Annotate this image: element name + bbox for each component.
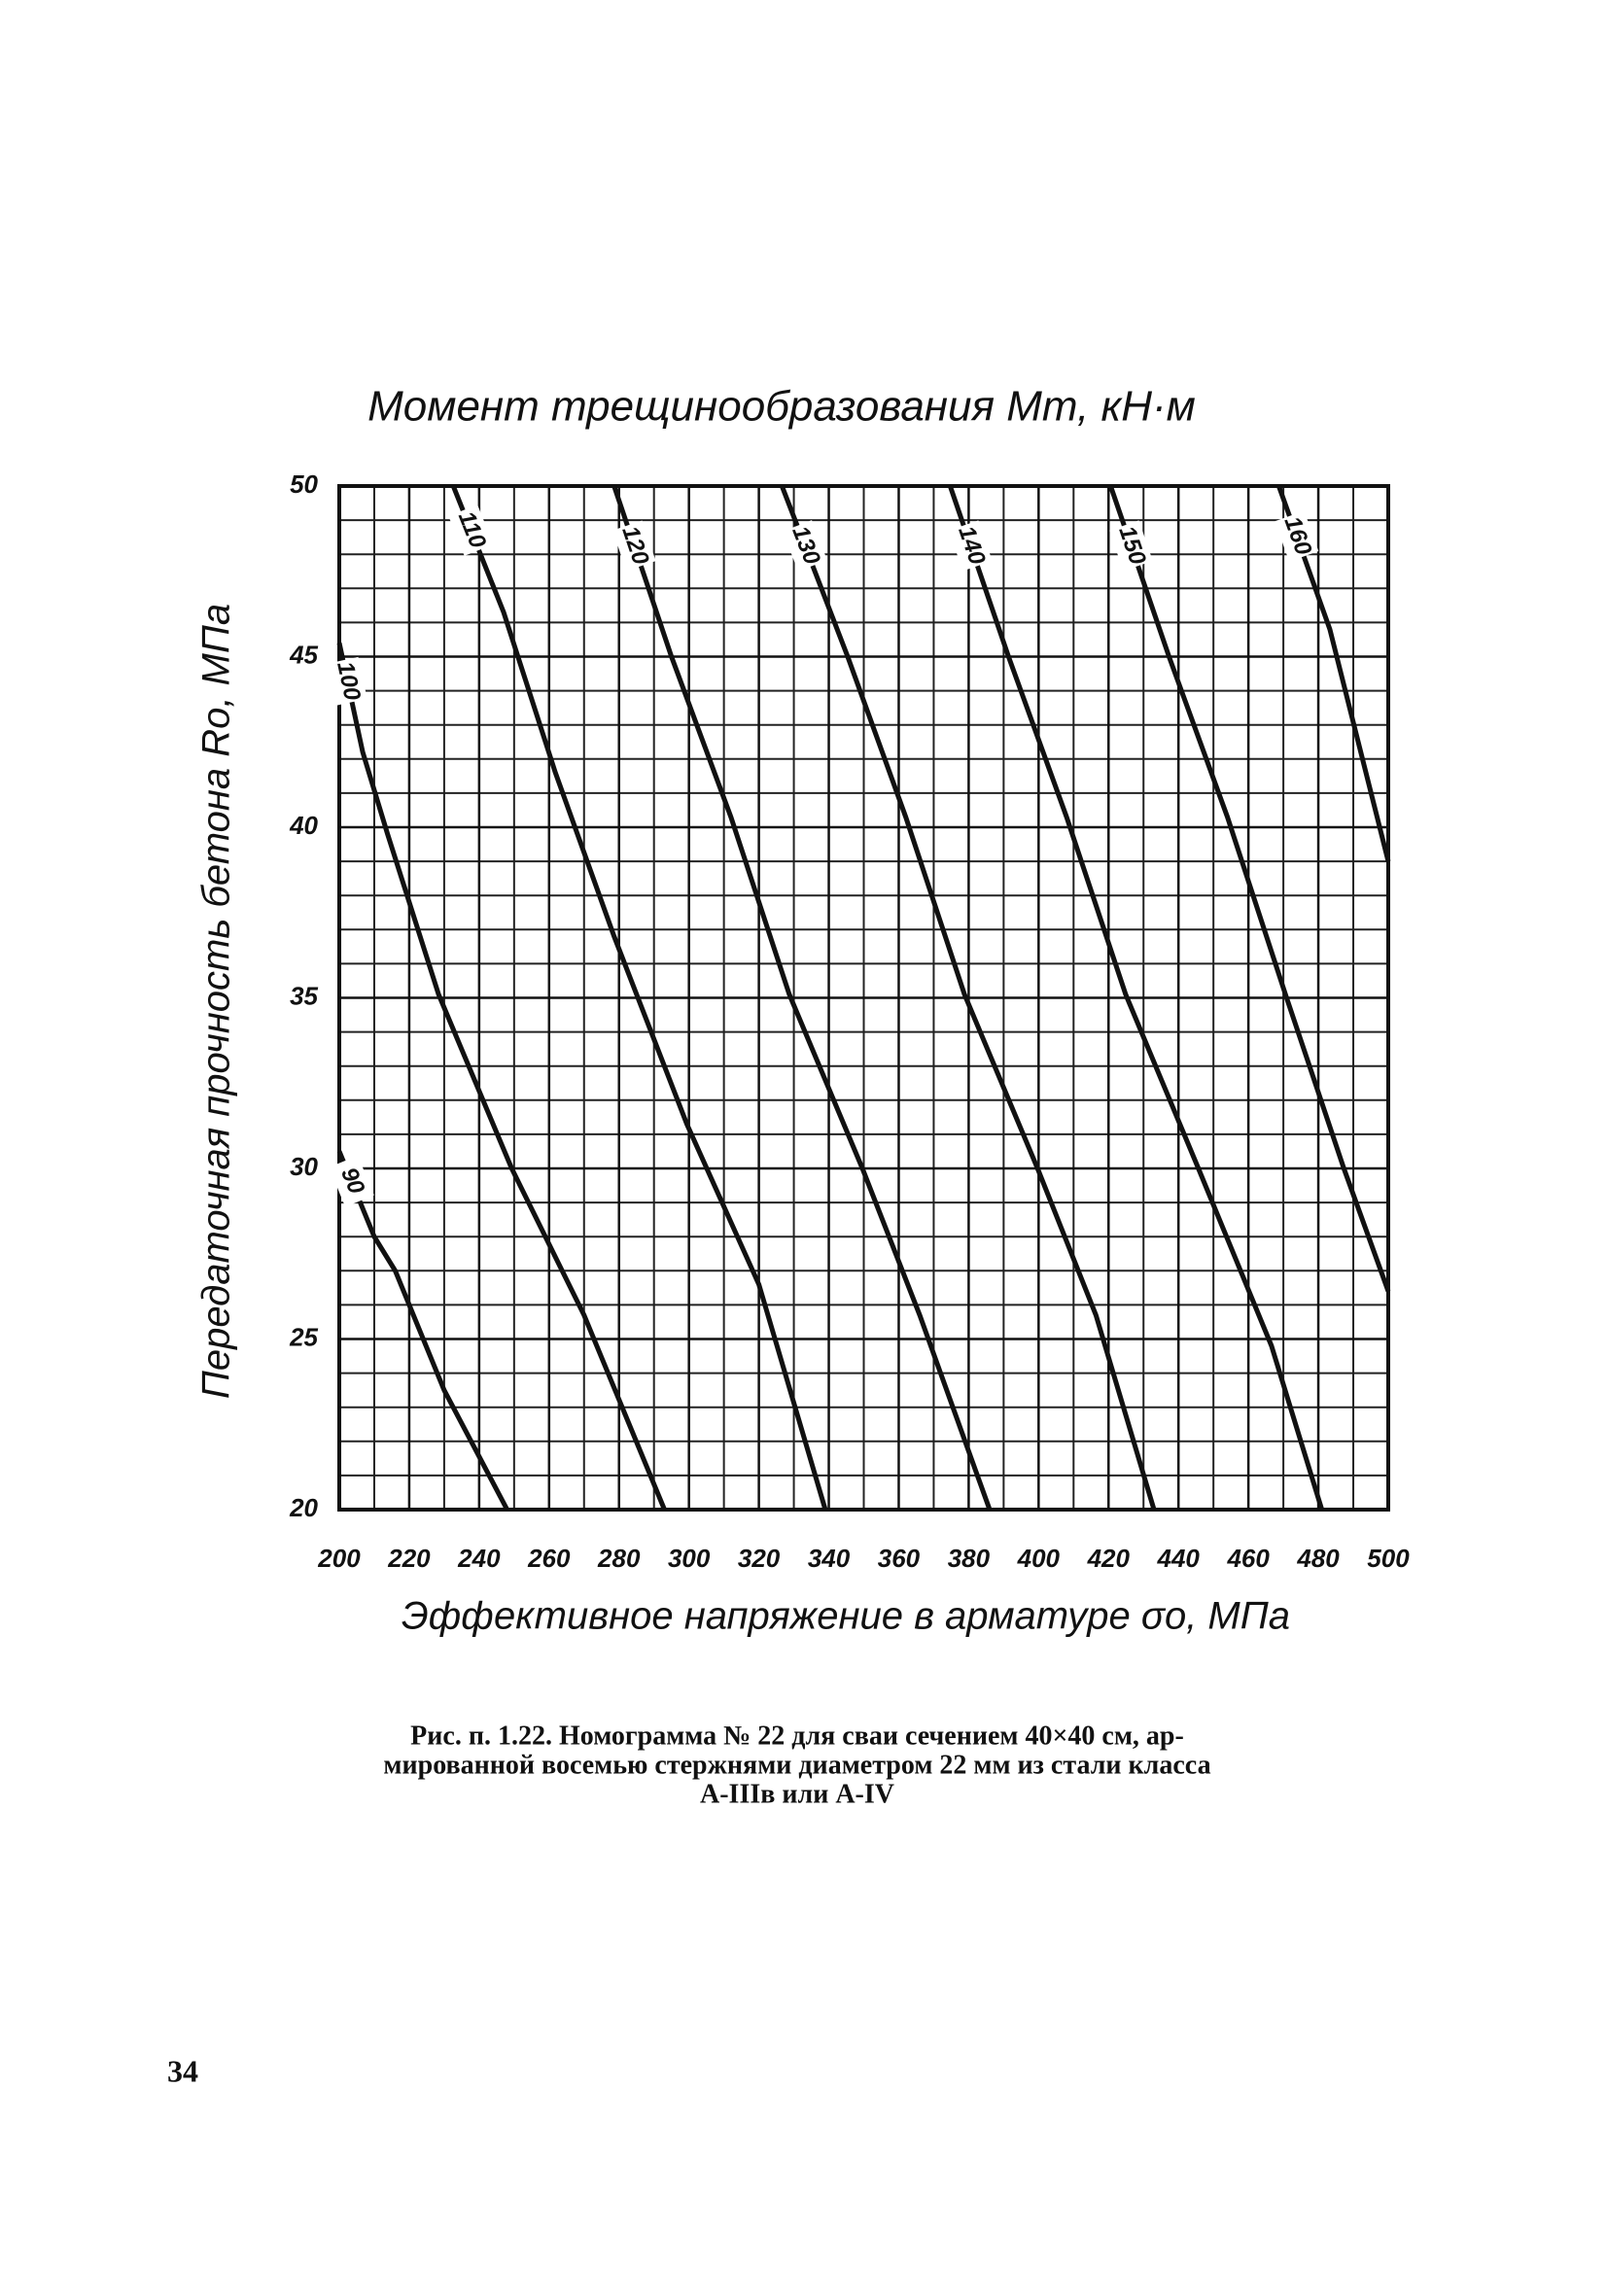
y-tick-label: 25 xyxy=(289,1322,318,1351)
chart-title: Момент трещинообразования Mт, кН·м xyxy=(367,383,1196,431)
x-tick-label: 420 xyxy=(1087,1544,1131,1573)
curve xyxy=(450,485,828,1511)
x-tick-label: 220 xyxy=(387,1544,431,1573)
curve-label-bg xyxy=(612,520,656,572)
x-tick-label: 380 xyxy=(948,1544,991,1573)
curve-label-bg xyxy=(329,1155,374,1207)
x-tick-label: 340 xyxy=(808,1544,851,1573)
y-tick-label: 45 xyxy=(289,640,318,669)
x-tick-label: 460 xyxy=(1226,1544,1270,1573)
page-number: 34 xyxy=(167,2053,198,2088)
curve xyxy=(780,485,1157,1511)
caption-line: Рис. п. 1.22. Номограмма № 22 для сваи с… xyxy=(410,1721,1184,1751)
curve-label-bg xyxy=(448,504,494,556)
x-tick-label: 440 xyxy=(1157,1544,1201,1573)
x-tick-label: 300 xyxy=(668,1544,711,1573)
curve-label-bg xyxy=(783,520,827,572)
curve xyxy=(336,1150,509,1512)
x-tick-label: 260 xyxy=(527,1544,571,1573)
x-axis-label: Эффективное напряжение в арматуре σо, МП… xyxy=(402,1595,1290,1638)
y-tick-label: 35 xyxy=(290,981,318,1010)
caption-line: мированной восемью стержнями диаметром 2… xyxy=(383,1750,1210,1780)
caption-line: A-IIIв или A-IV xyxy=(700,1779,894,1809)
y-tick-label: 50 xyxy=(290,470,318,499)
curve xyxy=(611,485,993,1511)
y-tick-label: 20 xyxy=(289,1493,318,1522)
x-tick-label: 320 xyxy=(738,1544,781,1573)
x-tick-label: 500 xyxy=(1367,1544,1410,1573)
y-axis-label: Передаточная прочность бетона Rо, МПа xyxy=(195,604,238,1399)
curve xyxy=(947,485,1325,1511)
y-tick-label: 40 xyxy=(289,811,318,840)
x-tick-label: 480 xyxy=(1296,1544,1340,1573)
curve xyxy=(1108,485,1391,1293)
curve-label-bg xyxy=(328,656,367,706)
curve-label-bg xyxy=(1109,520,1153,572)
x-tick-label: 360 xyxy=(878,1544,921,1573)
curve xyxy=(336,642,667,1511)
x-tick-label: 200 xyxy=(317,1544,361,1573)
y-tick-label: 30 xyxy=(290,1152,318,1181)
x-tick-label: 240 xyxy=(457,1544,501,1573)
plot-frame xyxy=(337,484,1390,1512)
curve-label-bg xyxy=(1275,510,1319,562)
x-tick-label: 280 xyxy=(597,1544,641,1573)
curve-label-bg xyxy=(949,520,993,572)
x-tick-label: 400 xyxy=(1017,1544,1061,1573)
